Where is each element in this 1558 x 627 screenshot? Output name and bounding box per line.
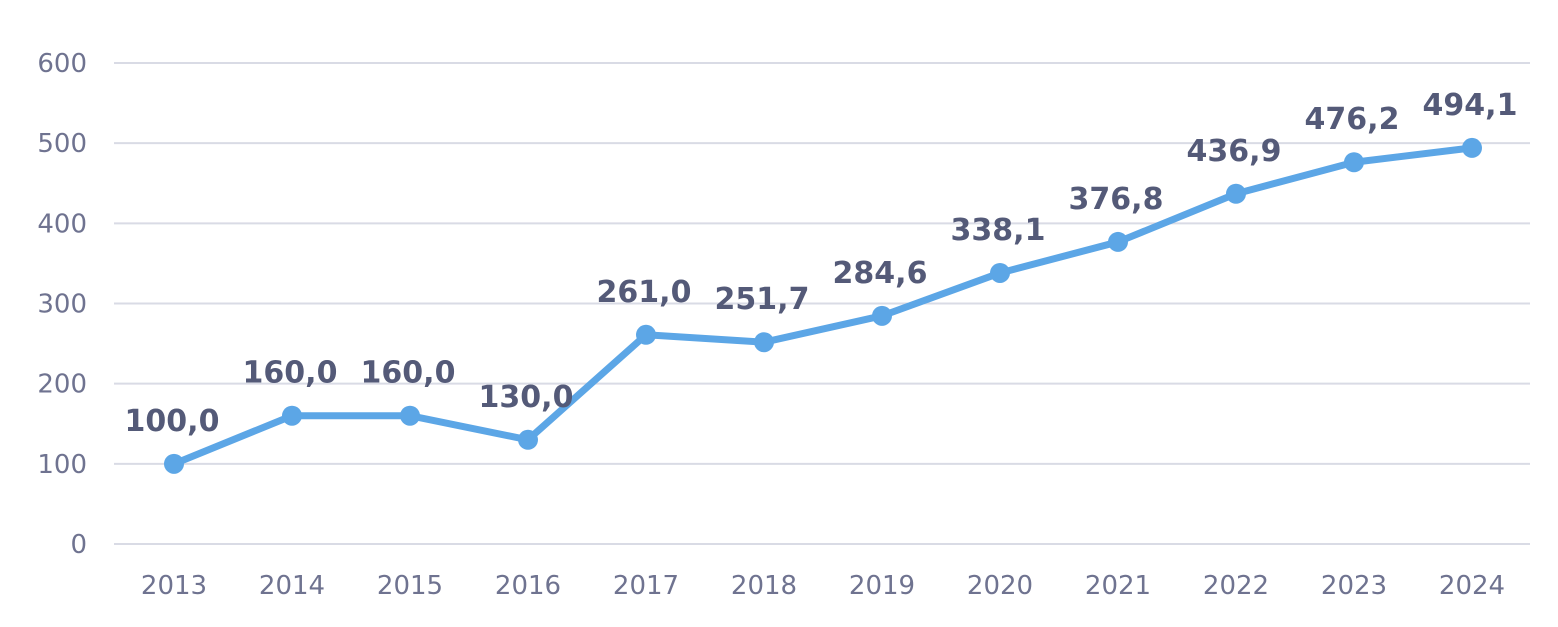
data-point [518,429,538,450]
data-label: 261,0 [597,275,692,310]
x-tick-label: 2015 [377,571,443,601]
data-point [1462,137,1482,158]
x-tick-label: 2023 [1321,571,1387,601]
y-tick-label: 0 [70,530,87,560]
series [164,137,1482,474]
y-tick-label: 500 [37,129,87,159]
x-tick-label: 2018 [731,571,797,601]
x-tick-label: 2013 [141,571,207,601]
data-point [1226,183,1246,204]
data-label: 160,0 [243,356,338,391]
y-tick-label: 300 [37,290,87,320]
y-tick-label: 100 [37,450,87,480]
x-tick-label: 2014 [259,571,325,601]
data-point [754,332,774,353]
x-tick-label: 2016 [495,571,561,601]
y-axis: 0 100 200 300 400 500 600 [37,49,87,560]
x-tick-label: 2020 [967,571,1033,601]
x-axis: 2013 2014 2015 2016 2017 2018 2019 2020 2021 2022… [141,571,1505,601]
data-label: 160,0 [361,356,456,391]
x-tick-label: 2024 [1439,571,1505,601]
y-tick-label: 200 [37,370,87,400]
x-tick-label: 2021 [1085,571,1151,601]
y-tick-label: 400 [37,209,87,239]
x-tick-label: 2019 [849,571,915,601]
data-labels: 100,0 160,0 160,0 130,0 261,0 251,7 284,6 338,1… [125,88,1518,439]
data-point [282,405,302,426]
x-tick-label: 2017 [613,571,679,601]
y-tick-label: 600 [37,49,87,79]
data-label: 476,2 [1305,102,1400,137]
data-label: 100,0 [125,404,220,439]
data-label: 284,6 [833,256,928,291]
data-label: 338,1 [951,213,1046,248]
data-point [636,324,656,345]
data-label: 494,1 [1423,88,1518,123]
data-point [164,453,184,474]
data-point [990,262,1010,283]
data-point [1108,231,1128,252]
data-label: 376,8 [1069,182,1164,217]
x-tick-label: 2022 [1203,571,1269,601]
data-point [872,305,892,326]
series-line [170,144,1476,468]
data-label: 130,0 [479,380,574,415]
data-label: 436,9 [1187,134,1282,169]
data-label: 251,7 [715,282,810,317]
data-point [400,405,420,426]
data-point [1344,152,1364,173]
grid-lines [114,62,1530,545]
